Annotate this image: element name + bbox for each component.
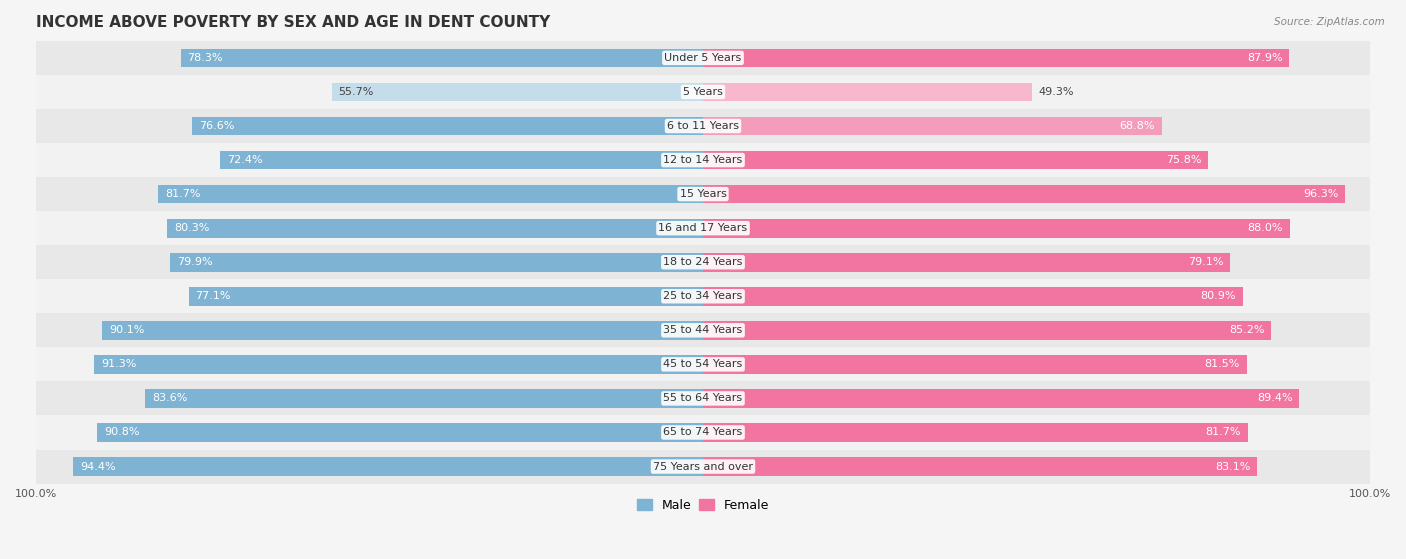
Text: 78.3%: 78.3% (187, 53, 224, 63)
Text: 88.0%: 88.0% (1247, 223, 1284, 233)
Bar (703, 457, 1257, 476)
Bar (703, 287, 1243, 306)
Text: 65 to 74 Years: 65 to 74 Years (664, 428, 742, 438)
Bar (221, 151, 703, 169)
Text: 81.7%: 81.7% (165, 189, 200, 199)
Text: 91.3%: 91.3% (101, 359, 136, 369)
Text: 75 Years and over: 75 Years and over (652, 462, 754, 472)
Bar (37, 313, 1369, 347)
Bar (97, 423, 703, 442)
Bar (703, 253, 1230, 272)
Bar (145, 389, 703, 408)
Bar (703, 389, 1299, 408)
Text: 49.3%: 49.3% (1039, 87, 1074, 97)
Text: 76.6%: 76.6% (198, 121, 235, 131)
Text: Under 5 Years: Under 5 Years (665, 53, 741, 63)
Text: 6 to 11 Years: 6 to 11 Years (666, 121, 740, 131)
Bar (703, 151, 1209, 169)
Bar (94, 355, 703, 374)
Text: 72.4%: 72.4% (226, 155, 263, 165)
Text: 35 to 44 Years: 35 to 44 Years (664, 325, 742, 335)
Bar (332, 83, 703, 101)
Text: 16 and 17 Years: 16 and 17 Years (658, 223, 748, 233)
Text: 81.7%: 81.7% (1206, 428, 1241, 438)
Text: 89.4%: 89.4% (1257, 394, 1292, 404)
Text: INCOME ABOVE POVERTY BY SEX AND AGE IN DENT COUNTY: INCOME ABOVE POVERTY BY SEX AND AGE IN D… (37, 15, 550, 30)
Bar (103, 321, 703, 340)
Bar (37, 449, 1369, 484)
Text: 5 Years: 5 Years (683, 87, 723, 97)
Bar (37, 109, 1369, 143)
Text: 79.1%: 79.1% (1188, 257, 1223, 267)
Text: 15 Years: 15 Years (679, 189, 727, 199)
Bar (37, 280, 1369, 313)
Bar (703, 423, 1249, 442)
Bar (703, 185, 1346, 203)
Text: 55 to 64 Years: 55 to 64 Years (664, 394, 742, 404)
Text: 90.8%: 90.8% (104, 428, 139, 438)
Text: 55.7%: 55.7% (339, 87, 374, 97)
Bar (73, 457, 703, 476)
Bar (193, 117, 703, 135)
Bar (37, 177, 1369, 211)
Bar (37, 143, 1369, 177)
Bar (703, 219, 1289, 238)
Bar (37, 245, 1369, 280)
Text: 90.1%: 90.1% (108, 325, 145, 335)
Bar (37, 211, 1369, 245)
Bar (188, 287, 703, 306)
Text: 94.4%: 94.4% (80, 462, 115, 472)
Bar (37, 41, 1369, 75)
Bar (37, 381, 1369, 415)
Bar (703, 83, 1032, 101)
Text: 83.6%: 83.6% (152, 394, 187, 404)
Bar (703, 49, 1289, 67)
Bar (37, 75, 1369, 109)
Text: 75.8%: 75.8% (1167, 155, 1202, 165)
Text: Source: ZipAtlas.com: Source: ZipAtlas.com (1274, 17, 1385, 27)
Bar (157, 185, 703, 203)
Text: 81.5%: 81.5% (1205, 359, 1240, 369)
Bar (170, 253, 703, 272)
Text: 80.9%: 80.9% (1201, 291, 1236, 301)
Bar (167, 219, 703, 238)
Text: 77.1%: 77.1% (195, 291, 231, 301)
Bar (703, 355, 1247, 374)
Text: 68.8%: 68.8% (1119, 121, 1156, 131)
Bar (181, 49, 703, 67)
Bar (37, 415, 1369, 449)
Text: 87.9%: 87.9% (1247, 53, 1282, 63)
Bar (37, 347, 1369, 381)
Text: 18 to 24 Years: 18 to 24 Years (664, 257, 742, 267)
Text: 12 to 14 Years: 12 to 14 Years (664, 155, 742, 165)
Text: 79.9%: 79.9% (177, 257, 212, 267)
Legend: Male, Female: Male, Female (631, 494, 775, 517)
Text: 80.3%: 80.3% (174, 223, 209, 233)
Text: 83.1%: 83.1% (1215, 462, 1250, 472)
Text: 85.2%: 85.2% (1229, 325, 1264, 335)
Text: 25 to 34 Years: 25 to 34 Years (664, 291, 742, 301)
Bar (703, 117, 1161, 135)
Text: 45 to 54 Years: 45 to 54 Years (664, 359, 742, 369)
Text: 96.3%: 96.3% (1303, 189, 1339, 199)
Bar (703, 321, 1271, 340)
